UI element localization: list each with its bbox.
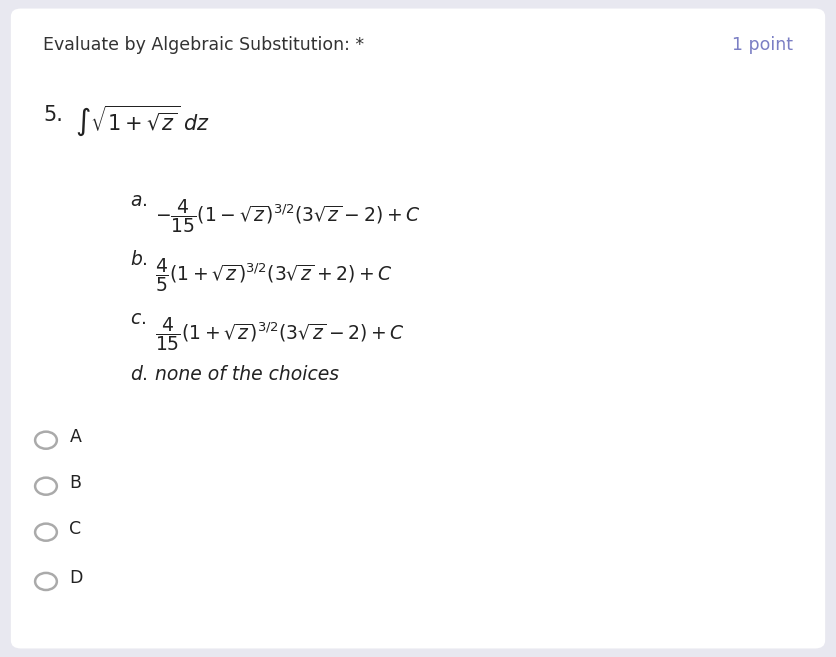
Text: 5.: 5. xyxy=(43,105,64,125)
Text: 1 point: 1 point xyxy=(732,36,793,54)
Text: $a.$: $a.$ xyxy=(130,191,147,210)
Text: none of the choices: none of the choices xyxy=(155,365,339,384)
Text: Evaluate by Algebraic Substitution: *: Evaluate by Algebraic Substitution: * xyxy=(43,36,364,54)
Text: $\int \sqrt{1+\sqrt{z}}\; dz$: $\int \sqrt{1+\sqrt{z}}\; dz$ xyxy=(75,103,211,138)
Text: B: B xyxy=(69,474,81,492)
Text: C: C xyxy=(69,520,82,538)
Text: D: D xyxy=(69,569,83,587)
Text: $-\dfrac{4}{15}(1-\sqrt{z})^{3/2}(3\sqrt{z}-2)+C$: $-\dfrac{4}{15}(1-\sqrt{z})^{3/2}(3\sqrt… xyxy=(155,197,420,235)
Text: $d.$: $d.$ xyxy=(130,365,147,384)
Text: A: A xyxy=(69,428,81,446)
Text: $\dfrac{4}{5}(1+\sqrt{z})^{3/2}(3\sqrt{z}+2)+C$: $\dfrac{4}{5}(1+\sqrt{z})^{3/2}(3\sqrt{z… xyxy=(155,256,392,294)
FancyBboxPatch shape xyxy=(11,9,825,648)
Text: $b.$: $b.$ xyxy=(130,250,147,269)
Text: $\dfrac{4}{15}(1+\sqrt{z})^{3/2}(3\sqrt{z}-2)+C$: $\dfrac{4}{15}(1+\sqrt{z})^{3/2}(3\sqrt{… xyxy=(155,315,405,353)
Text: $c.$: $c.$ xyxy=(130,309,145,328)
